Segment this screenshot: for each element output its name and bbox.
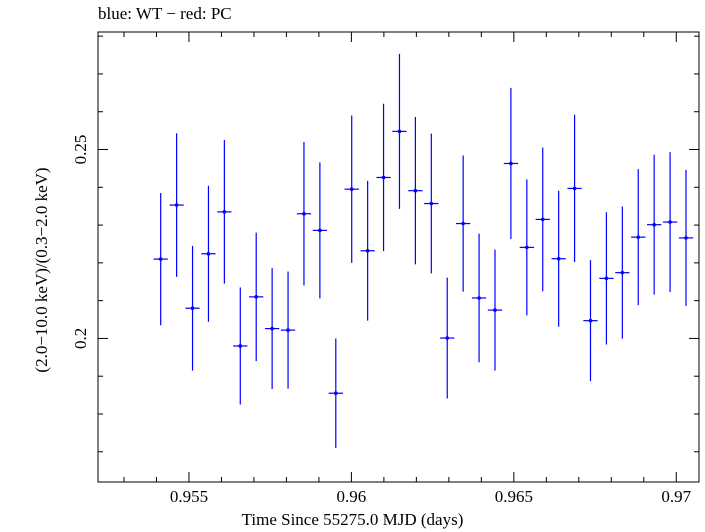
data-point <box>540 217 545 222</box>
data-point <box>413 188 418 193</box>
data-point <box>572 186 577 191</box>
y-tick-label: 0.25 <box>71 135 90 165</box>
y-tick-label: 0.2 <box>71 328 90 349</box>
data-point <box>620 270 625 275</box>
data-point <box>286 328 290 332</box>
x-tick-label: 0.965 <box>495 487 533 506</box>
data-point <box>445 336 450 340</box>
data-point <box>381 175 386 180</box>
data-point <box>365 248 370 253</box>
data-point <box>652 222 656 227</box>
data-point <box>190 306 195 310</box>
data-point <box>254 295 259 299</box>
x-axis-label: Time Since 55275.0 MJD (days) <box>241 510 464 529</box>
y-axis-label: (2.0−10.0 keV)/(0.3−2.0 keV) <box>32 167 51 373</box>
data-point <box>477 296 481 300</box>
x-tick-label: 0.97 <box>661 487 691 506</box>
plot-frame <box>97 31 700 483</box>
data-point <box>636 235 641 239</box>
data-point <box>668 220 672 224</box>
data-point <box>604 276 609 281</box>
data-point <box>158 257 163 261</box>
data-point <box>174 203 179 207</box>
x-tick-label: 0.96 <box>337 487 367 506</box>
data-point <box>397 129 402 134</box>
data-point <box>318 228 322 233</box>
data-point <box>238 344 243 348</box>
data-point <box>461 221 465 226</box>
data-point <box>206 251 211 256</box>
data-point <box>270 326 274 331</box>
data-point <box>525 245 529 250</box>
data-point <box>429 201 434 206</box>
chart-title: blue: WT − red: PC <box>98 4 232 23</box>
data-point <box>349 187 354 191</box>
data-point <box>302 211 306 216</box>
data-point <box>334 391 338 396</box>
data-point <box>684 236 688 240</box>
data-point <box>556 256 561 261</box>
data-point <box>509 161 513 166</box>
data-point <box>493 308 497 312</box>
x-tick-label: 0.955 <box>170 487 208 506</box>
data-point <box>588 318 593 323</box>
data-point <box>222 210 227 214</box>
